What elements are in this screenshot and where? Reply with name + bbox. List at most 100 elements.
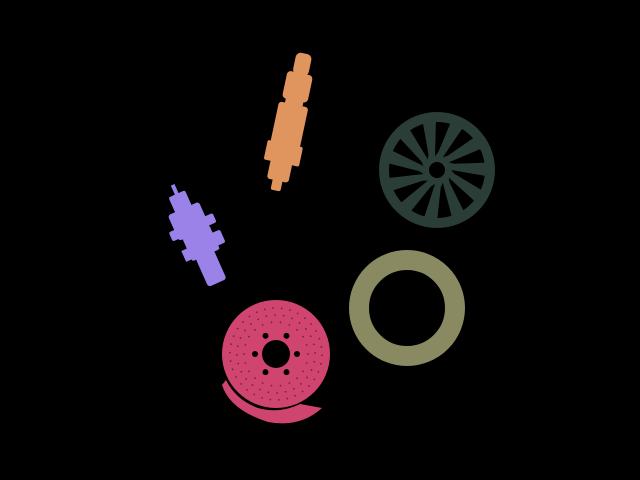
- brake-perforation: [302, 335, 304, 338]
- washer-ring-shape: [349, 250, 465, 366]
- brake-perforation: [229, 360, 232, 362]
- wheel-spoke-gap: [448, 149, 485, 164]
- brake-perforation: [244, 344, 247, 346]
- brake-perforation: [265, 315, 268, 318]
- spark-plug-shape: [264, 52, 313, 192]
- brake-perforation: [237, 362, 240, 365]
- wheel-spoke-gap: [448, 177, 474, 211]
- brake-perforation: [280, 307, 283, 310]
- wheel-spoke-gap: [389, 163, 424, 178]
- brake-perforation: [298, 322, 301, 324]
- brake-bolt-hole: [283, 332, 290, 339]
- brake-perforation: [276, 392, 278, 394]
- brake-perforation: [301, 390, 304, 393]
- injector-part-shape: [168, 183, 226, 287]
- brake-perforation: [259, 388, 261, 391]
- wheel-spoke-gap: [435, 122, 451, 157]
- brake-perforation: [305, 362, 308, 364]
- brake-perforation: [313, 378, 316, 381]
- wheel-spoke-gap: [451, 170, 485, 190]
- brake-perforation: [308, 385, 310, 387]
- brake-perforation: [292, 387, 295, 390]
- brake-perforation: [232, 335, 235, 337]
- wheel-spoke-gap: [392, 138, 424, 167]
- brake-perforation: [279, 321, 282, 324]
- brake-perforation: [245, 378, 248, 380]
- brake-perforation: [312, 343, 315, 346]
- brake-perforation: [255, 311, 258, 314]
- brake-perforation: [277, 399, 280, 401]
- brake-perforation: [236, 345, 239, 348]
- brake-perforation: [269, 398, 272, 401]
- wheel-hub-hole: [429, 162, 445, 178]
- brake-perforation: [307, 353, 309, 355]
- brake-perforation: [282, 314, 285, 317]
- brake-perforation: [302, 370, 304, 373]
- brake-perforation: [230, 343, 232, 346]
- brake-perforation: [304, 328, 307, 330]
- brake-perforation: [310, 369, 313, 371]
- brake-perforation: [305, 344, 308, 346]
- brake-perforation: [254, 377, 256, 380]
- wheel-spoke-gap: [442, 129, 474, 158]
- brake-perforation: [288, 323, 291, 326]
- brake-perforation: [296, 377, 298, 380]
- brake-perforation: [294, 394, 297, 397]
- brake-perforation: [320, 362, 322, 365]
- brake-perforation: [231, 368, 234, 371]
- brake-perforation: [267, 391, 270, 394]
- brake-perforation: [244, 362, 247, 364]
- brake-perforation: [291, 317, 293, 320]
- brake-perforation: [235, 376, 238, 378]
- brake-perforation: [250, 323, 252, 326]
- brake-perforation: [306, 376, 308, 379]
- brake-perforation: [317, 371, 320, 373]
- brake-perforation: [236, 327, 239, 330]
- wheel-spoke-gap: [410, 124, 429, 160]
- brake-perforation: [303, 317, 306, 320]
- brake-perforation: [318, 337, 321, 340]
- brake-disc-shape: [222, 300, 330, 424]
- wheel-rim-shape: [379, 112, 495, 228]
- brake-perforation: [236, 354, 238, 356]
- brake-perforation: [263, 308, 266, 311]
- brake-perforation: [313, 360, 316, 363]
- brake-perforation: [314, 352, 316, 354]
- brake-perforation: [272, 307, 275, 309]
- brake-perforation: [248, 370, 250, 373]
- brake-perforation: [242, 321, 244, 323]
- brake-perforation: [320, 346, 323, 348]
- wheel-spoke-gap: [411, 183, 436, 217]
- brake-bolt-hole: [294, 351, 300, 357]
- brake-perforation: [309, 335, 312, 338]
- brake-bolt-hole: [283, 369, 290, 376]
- brake-perforation: [246, 388, 249, 391]
- brake-perforation: [257, 318, 260, 321]
- brake-perforation: [300, 382, 302, 385]
- brake-bolt-hole: [252, 351, 258, 357]
- brake-perforation: [314, 330, 317, 332]
- brake-perforation: [240, 383, 242, 385]
- brake-perforation: [244, 329, 246, 332]
- brake-perforation: [296, 312, 299, 315]
- brake-perforation: [261, 323, 264, 326]
- brake-perforation: [240, 370, 243, 373]
- wheel-spoke-gap: [437, 182, 452, 218]
- brake-perforation: [254, 328, 256, 331]
- brake-perforation: [229, 351, 231, 354]
- brake-perforation: [286, 397, 289, 400]
- brake-perforation: [248, 315, 251, 318]
- brake-perforation: [321, 354, 323, 357]
- brake-perforation: [270, 321, 273, 324]
- brake-perforation: [289, 309, 291, 312]
- brake-perforation: [279, 384, 282, 387]
- brake-perforation: [261, 382, 264, 385]
- brake-center-hole: [262, 340, 290, 368]
- brake-perforation: [261, 396, 263, 399]
- brake-perforation: [270, 384, 273, 387]
- wheel-spoke-gap: [393, 180, 428, 203]
- brake-perforation: [284, 390, 287, 393]
- brake-perforation: [296, 328, 298, 331]
- brake-perforation: [248, 335, 250, 338]
